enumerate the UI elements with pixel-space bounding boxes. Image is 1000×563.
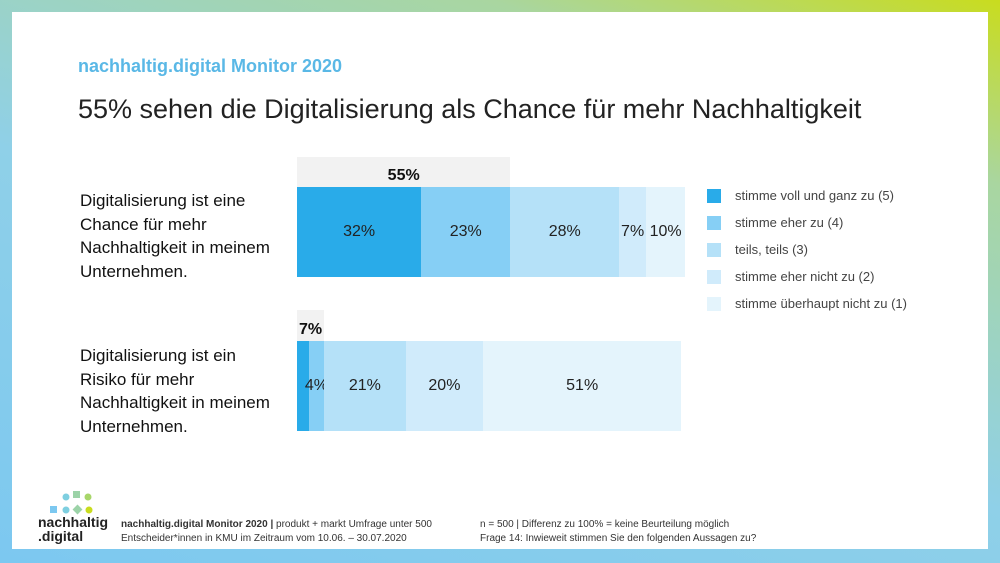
bar-segment-1-5: 10% [646,187,685,277]
bar-segment-1-4: 7% [619,187,647,277]
legend-swatch [707,188,721,203]
logo-text-1: nachhaltig [38,514,109,530]
bar-segment-1-3: 28% [510,187,620,277]
agreement-total-1: 55% [297,157,511,187]
data-label: 32% [343,223,376,240]
data-label: 28% [548,223,581,240]
legend-label: stimme eher nicht zu (2) [735,269,875,284]
bar-segment-2-1 [297,341,309,431]
bar-segment-1-1: 32% [297,187,422,277]
note-1: n = 500 | Differenz zu 100% = keine Beur… [480,519,730,530]
category-label-1: Digitalisierung ist eine Chance für mehr… [80,191,270,281]
data-label: 51% [566,377,599,394]
logo-dots-icon [50,491,93,515]
method-note: n = 500 | Differenz zu 100% = keine Beur… [480,518,756,546]
data-label: 23% [449,223,482,240]
page-title: 55% sehen die Digitalisierung als Chance… [78,94,862,124]
bar-segment-2-2: 4% [305,341,328,431]
source-note: nachhaltig.digital Monitor 2020 | produk… [121,518,432,546]
legend-swatch [707,296,721,311]
legend-item-5: stimme überhaupt nicht zu (1) [707,296,907,311]
data-label: 20% [428,377,461,394]
logo-text-2: .digital [38,528,84,544]
source-rest: produkt + markt Umfrage unter 500 [273,519,432,530]
category-label-2: Digitalisierung ist ein Risiko für mehr … [80,346,270,436]
legend-label: stimme eher zu (4) [735,215,844,230]
stacked-bar-chart: 55% 32% 23% 28% 7% 10% 7% 4% 21% 20% 51% [297,12,697,462]
data-label: 10% [649,223,682,240]
kicker: nachhaltig.digital Monitor 2020 [78,56,343,76]
legend-item-4: stimme eher nicht zu (2) [707,269,874,284]
source-line2: Entscheider*innen in KMU im Zeitraum vom… [121,533,407,544]
legend-label: stimme voll und ganz zu (5) [735,188,894,203]
legend-item-1: stimme voll und ganz zu (5) [707,188,894,203]
legend-label: stimme überhaupt nicht zu (1) [735,296,907,311]
bar-segment-2-4: 20% [405,341,484,431]
logo: nachhaltig .digital [38,489,118,543]
bar-segment-2-5: 51% [483,341,682,431]
source-bold: nachhaltig.digital Monitor 2020 | [121,519,274,530]
note-2: Frage 14: Inwieweit stimmen Sie den folg… [480,533,757,544]
data-label: 21% [348,377,381,394]
legend-item-2: stimme eher zu (4) [707,215,843,230]
agreement-total-2: 7% [297,310,325,341]
legend-item-3: teils, teils (3) [707,242,808,257]
data-label: 7% [621,223,645,240]
legend-swatch [707,242,721,257]
data-label: 4% [304,377,328,394]
slide: nachhaltig.digital Monitor 2020 55% sehe… [12,12,988,549]
bar-segment-1-2: 23% [421,187,511,277]
legend-label: teils, teils (3) [735,242,808,257]
bar-segment-2-3: 21% [324,341,406,431]
legend-swatch [707,269,721,284]
legend-swatch [707,215,721,230]
